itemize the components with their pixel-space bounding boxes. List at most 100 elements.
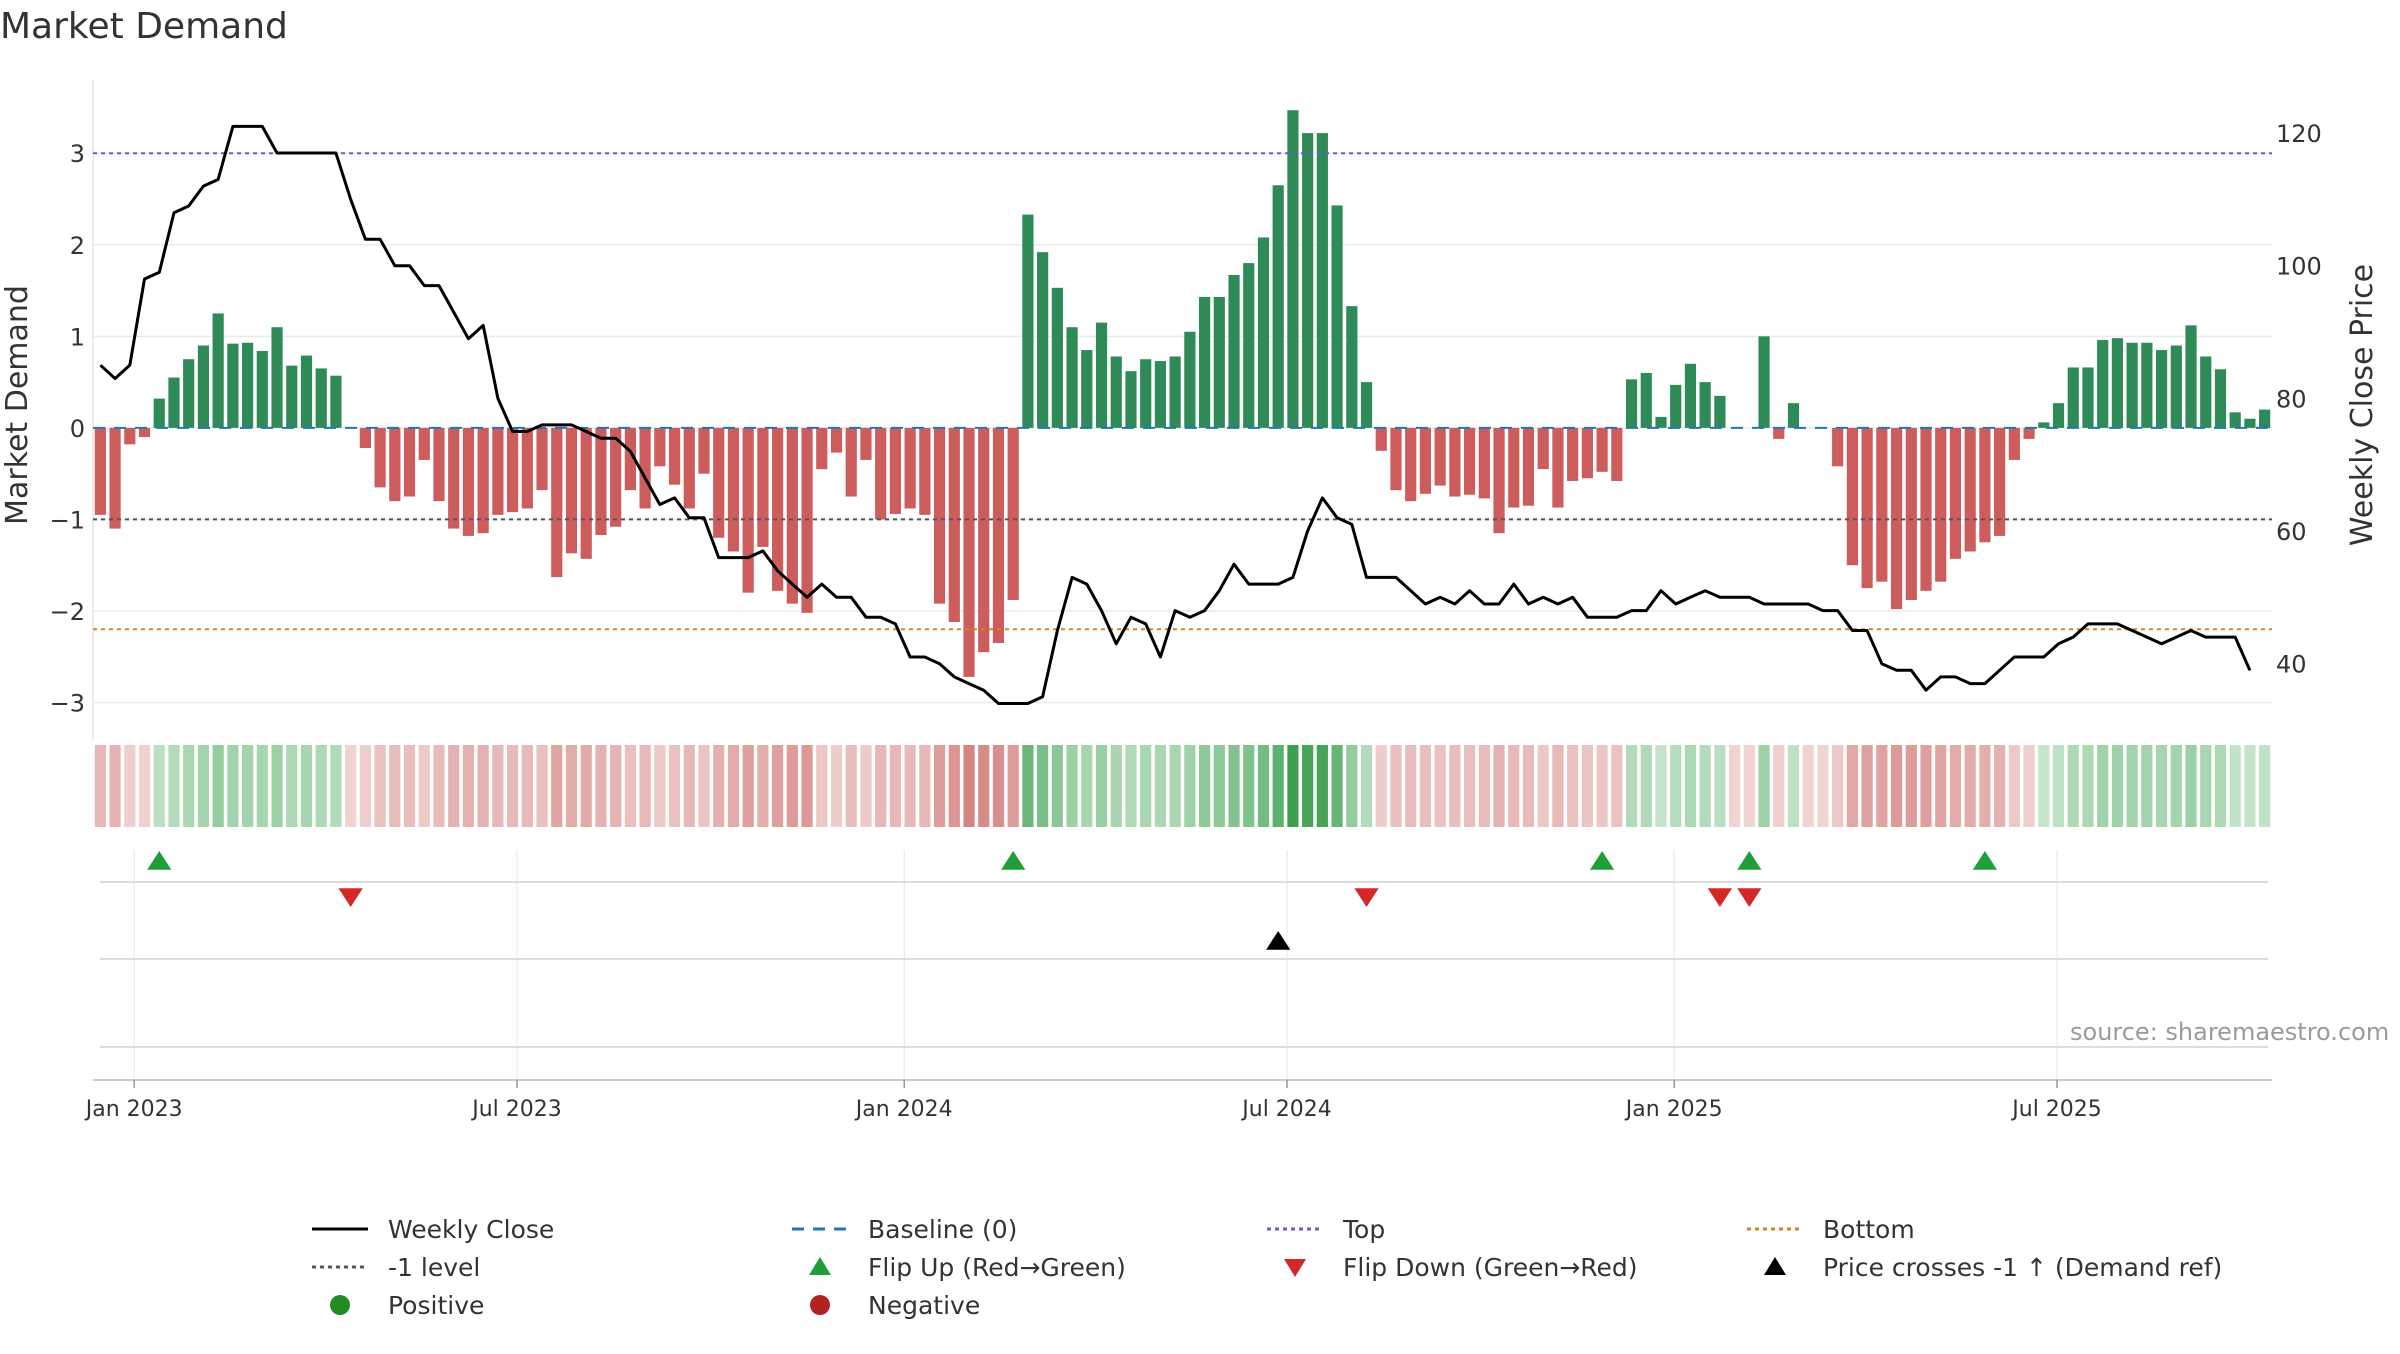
heat-strip-cell bbox=[1994, 745, 2006, 827]
negative-bar bbox=[1522, 427, 1535, 506]
negative-bar bbox=[1920, 427, 1932, 591]
y-right-tick-label: 100 bbox=[2276, 253, 2322, 281]
heat-strip-cell bbox=[1375, 745, 1387, 827]
heat-strip-cell bbox=[1846, 745, 1858, 827]
heat-strip-cell bbox=[227, 745, 239, 827]
negative-bar bbox=[698, 427, 710, 474]
positive-bar bbox=[1095, 322, 1108, 428]
y-left-tick-label: −1 bbox=[50, 506, 85, 534]
heat-strip-cell bbox=[1125, 745, 1137, 827]
negative-bar bbox=[1861, 427, 1873, 589]
legend-label: Positive bbox=[388, 1290, 485, 1320]
negative-bar bbox=[757, 427, 769, 547]
negative-bar bbox=[94, 427, 106, 515]
heat-strip-cell bbox=[536, 745, 548, 827]
heat-strip-cell bbox=[1758, 745, 1770, 827]
positive-bar bbox=[241, 342, 254, 428]
negative-bar bbox=[1493, 427, 1505, 534]
negative-bar bbox=[138, 427, 151, 438]
negative-bar bbox=[492, 427, 504, 515]
heat-strip-cell bbox=[2170, 745, 2182, 827]
heat-strip-cell bbox=[1876, 745, 1888, 827]
negative-bar bbox=[124, 427, 136, 445]
heat-strip-cell bbox=[904, 745, 916, 827]
positive-bar bbox=[1331, 205, 1343, 428]
negative-bar bbox=[624, 427, 636, 491]
x-tick-label: Jul 2023 bbox=[470, 1097, 562, 1122]
heat-strip-cell bbox=[2008, 745, 2020, 827]
positive-bar bbox=[1110, 356, 1122, 428]
heat-strip-cell bbox=[1537, 745, 1549, 827]
heat-strip-cell bbox=[772, 745, 784, 827]
heat-strip-cell bbox=[345, 745, 357, 827]
heat-strip-cell bbox=[330, 745, 342, 827]
negative-bar bbox=[109, 427, 121, 529]
legend-label: Flip Down (Green→Red) bbox=[1343, 1252, 1638, 1282]
heat-strip-cell bbox=[124, 745, 136, 827]
negative-bar bbox=[610, 427, 622, 527]
negative-bar bbox=[1405, 427, 1417, 502]
positive-bar bbox=[1625, 379, 1638, 428]
heat-strip-cell bbox=[2052, 745, 2065, 827]
flip-down-marker bbox=[1354, 888, 1379, 907]
positive-bar bbox=[2052, 403, 2065, 428]
positive-bar bbox=[1316, 133, 1328, 428]
heat-strip-cell bbox=[1581, 745, 1593, 827]
negative-bar bbox=[477, 427, 489, 534]
heat-strip-cell bbox=[919, 745, 931, 827]
heat-strip-cell bbox=[212, 745, 224, 827]
positive-bar bbox=[2097, 340, 2109, 428]
negative-bar bbox=[521, 427, 533, 509]
heat-strip-cell bbox=[742, 745, 754, 827]
legend-label: Bottom bbox=[1823, 1214, 1915, 1244]
heat-strip-cell bbox=[433, 745, 445, 827]
heat-strip-cell bbox=[1110, 745, 1122, 827]
heat-strip-cell bbox=[1449, 745, 1461, 827]
negative-bar bbox=[580, 427, 592, 559]
heat-strip-cell bbox=[860, 745, 872, 827]
negative-bar bbox=[816, 427, 828, 470]
heat-strip-cell bbox=[668, 745, 681, 827]
heat-strip-cell bbox=[197, 745, 210, 827]
heat-strip-cell bbox=[1287, 745, 1299, 827]
negative-bar bbox=[860, 427, 872, 460]
heat-strip-cell bbox=[1905, 745, 1917, 827]
legend-label: -1 level bbox=[388, 1252, 481, 1282]
heat-strip-cell bbox=[698, 745, 710, 827]
heat-strip-cell bbox=[241, 745, 254, 827]
negative-bar bbox=[1773, 427, 1785, 439]
positive-bar bbox=[1287, 110, 1299, 428]
heat-strip-cell bbox=[462, 745, 475, 827]
negative-bar bbox=[904, 427, 916, 509]
positive-bar bbox=[2038, 422, 2050, 428]
negative-bar bbox=[830, 427, 843, 453]
heat-strip-cell bbox=[1552, 745, 1564, 827]
heat-strip-cell bbox=[1037, 745, 1049, 827]
heat-strip-cell bbox=[2141, 745, 2153, 827]
heat-strip-cell bbox=[1611, 745, 1623, 827]
y-left-tick-label: 0 bbox=[70, 415, 85, 443]
legend-item-bottom: Bottom bbox=[1745, 1210, 1915, 1248]
legend-swatch-flip-down bbox=[1284, 1259, 1306, 1277]
legend-swatch-negative bbox=[810, 1295, 830, 1315]
heat-strip-cell bbox=[1699, 745, 1711, 827]
negative-bar bbox=[948, 427, 960, 622]
heat-strip-cell bbox=[389, 745, 401, 827]
negative-bar bbox=[1552, 427, 1564, 508]
heat-strip-cell bbox=[875, 745, 887, 827]
heat-strip-cell bbox=[477, 745, 489, 827]
flip-down-marker bbox=[1737, 888, 1762, 907]
heat-strip-cell bbox=[1434, 745, 1446, 827]
legend-swatch-price-cross bbox=[1764, 1257, 1786, 1275]
positive-bar bbox=[300, 355, 313, 428]
positive-bar bbox=[168, 377, 180, 428]
heat-strip-cell bbox=[300, 745, 313, 827]
heat-strip-cell bbox=[654, 745, 666, 827]
y-left-tick-label: 1 bbox=[70, 323, 85, 351]
negative-bar bbox=[1449, 427, 1461, 497]
heat-strip-cell bbox=[978, 745, 990, 827]
heat-strip-cell bbox=[2185, 745, 2197, 827]
heat-strip-cell bbox=[933, 745, 946, 827]
heat-strip-cell bbox=[1773, 745, 1785, 827]
